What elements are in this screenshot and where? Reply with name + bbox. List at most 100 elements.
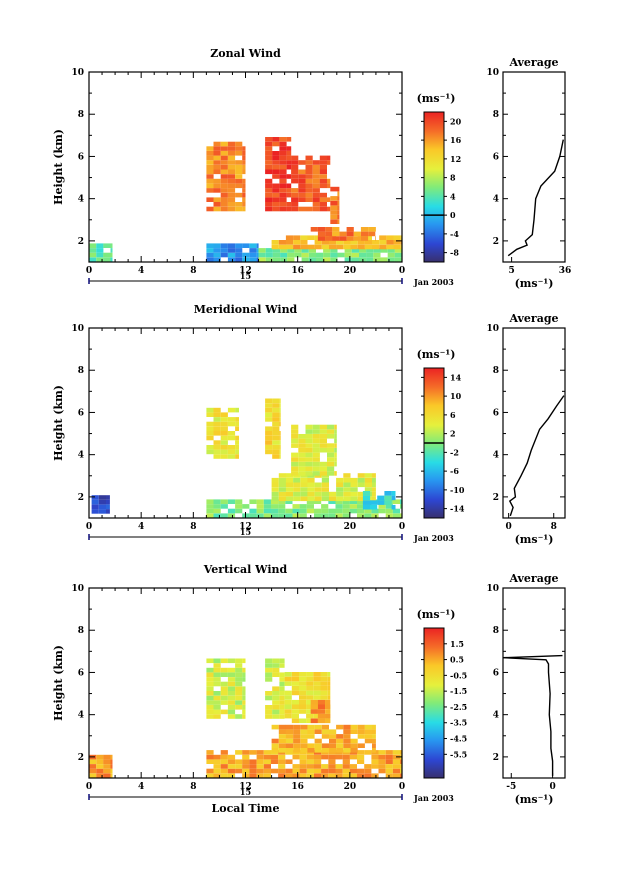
heatmap-cell xyxy=(308,252,316,258)
heatmap-cell xyxy=(379,240,387,245)
heatmap-cell xyxy=(392,513,401,518)
heatmap-cell xyxy=(307,244,315,250)
heatmap-cell xyxy=(227,695,236,701)
heatmap-cell xyxy=(227,174,236,179)
heatmap-cell xyxy=(336,496,344,502)
heatmap-cell xyxy=(319,206,327,212)
heatmap-cell xyxy=(206,754,214,760)
heatmap-cell xyxy=(256,750,264,755)
heatmap-cell xyxy=(327,155,331,161)
heatmap-cell xyxy=(321,748,329,753)
heatmap-cell xyxy=(279,705,285,710)
heatmap-cell xyxy=(279,146,287,151)
heatmap-cell xyxy=(291,686,299,691)
heatmap-cell xyxy=(327,452,335,458)
heatmap-cell xyxy=(220,417,228,422)
heatmap-cell xyxy=(293,235,301,240)
heatmap-cell xyxy=(206,773,214,778)
heatmap-cell xyxy=(220,197,228,202)
x-tick-label: 0 xyxy=(399,782,405,792)
heatmap-cell xyxy=(265,667,273,673)
heatmap-cell xyxy=(206,174,214,179)
x-tick-label: 0 xyxy=(399,522,405,532)
heatmap-cell xyxy=(319,434,327,439)
heatmap-cell xyxy=(364,513,372,518)
heatmap-cell xyxy=(272,686,280,691)
heatmap-cell xyxy=(279,700,285,705)
heatmap-cell xyxy=(359,248,367,253)
heatmap-cell xyxy=(386,235,394,240)
heatmap-cell xyxy=(279,188,287,193)
heatmap-cell xyxy=(227,658,236,664)
heatmap-cell xyxy=(332,231,340,237)
heatmap-cell xyxy=(103,257,111,262)
heatmap-cell xyxy=(278,748,286,753)
heatmap-cell xyxy=(327,443,335,448)
heatmap-cell xyxy=(249,508,257,514)
heatmap-cell xyxy=(335,768,343,774)
heatmap-cell xyxy=(242,192,246,198)
heatmap-cell xyxy=(271,724,279,730)
heatmap-cell xyxy=(227,407,236,413)
heatmap-cell xyxy=(342,768,350,774)
heatmap-cell xyxy=(278,734,286,739)
heatmap-cell xyxy=(343,743,351,748)
heatmap-cell xyxy=(220,206,228,212)
heatmap-cell xyxy=(312,202,320,207)
heatmap-cell xyxy=(299,695,307,700)
heatmap-cell xyxy=(307,491,315,497)
heatmap-cell xyxy=(291,718,299,724)
heatmap-cell xyxy=(319,169,327,175)
heatmap-cell xyxy=(235,658,243,664)
heatmap-cell xyxy=(291,713,299,719)
average-title: Average xyxy=(508,56,558,69)
heatmap-cell xyxy=(305,452,313,458)
heatmap-cell xyxy=(313,681,321,686)
y-tick-label: 4 xyxy=(78,195,84,205)
heatmap-cell xyxy=(292,754,300,760)
heatmap-cell xyxy=(291,174,299,179)
heatmap-cell xyxy=(227,445,236,450)
heatmap-cell xyxy=(343,729,351,734)
heatmap-cell xyxy=(349,773,357,778)
heatmap-cell xyxy=(305,192,313,198)
colorbar-tick-label: 12 xyxy=(450,154,461,164)
heatmap-cell xyxy=(213,183,221,189)
average-y-tick-label: 8 xyxy=(493,110,499,120)
heatmap-cell xyxy=(265,705,273,710)
x-tick-label: 20 xyxy=(344,522,357,532)
heatmap-cell xyxy=(265,417,273,422)
heatmap-cell xyxy=(256,764,264,769)
heatmap-cell xyxy=(272,445,280,450)
heatmap-cell xyxy=(307,734,315,739)
heatmap-cell xyxy=(227,252,236,258)
heatmap-cell xyxy=(321,496,329,502)
heatmap-cell xyxy=(103,764,111,769)
heatmap-cell xyxy=(334,471,337,476)
heatmap-cell xyxy=(213,449,221,455)
heatmap-cell xyxy=(291,206,299,212)
heatmap-cell xyxy=(300,235,308,240)
heatmap-cell xyxy=(320,672,328,677)
heatmap-cell xyxy=(213,178,221,184)
heatmap-cell xyxy=(265,440,273,445)
heatmap-cell xyxy=(313,686,321,691)
heatmap-cell xyxy=(106,495,110,500)
heatmap-cell xyxy=(110,754,113,760)
heatmap-cell xyxy=(278,508,286,514)
heatmap-cell xyxy=(292,768,300,774)
heatmap-cell xyxy=(213,667,221,673)
heatmap-cell xyxy=(291,188,299,193)
heatmap-cell xyxy=(272,672,280,677)
heatmap-cell xyxy=(372,734,376,739)
heatmap-cell xyxy=(351,257,359,262)
heatmap-cell xyxy=(306,681,314,686)
heatmap-cell xyxy=(213,513,221,518)
heatmap-cell xyxy=(110,773,113,778)
heatmap-cell xyxy=(270,759,279,764)
heatmap-cell xyxy=(336,724,344,730)
heatmap-cell xyxy=(265,449,273,455)
heatmap-cell xyxy=(314,773,322,778)
heatmap-cell xyxy=(213,417,221,422)
heatmap-cell xyxy=(337,191,340,197)
